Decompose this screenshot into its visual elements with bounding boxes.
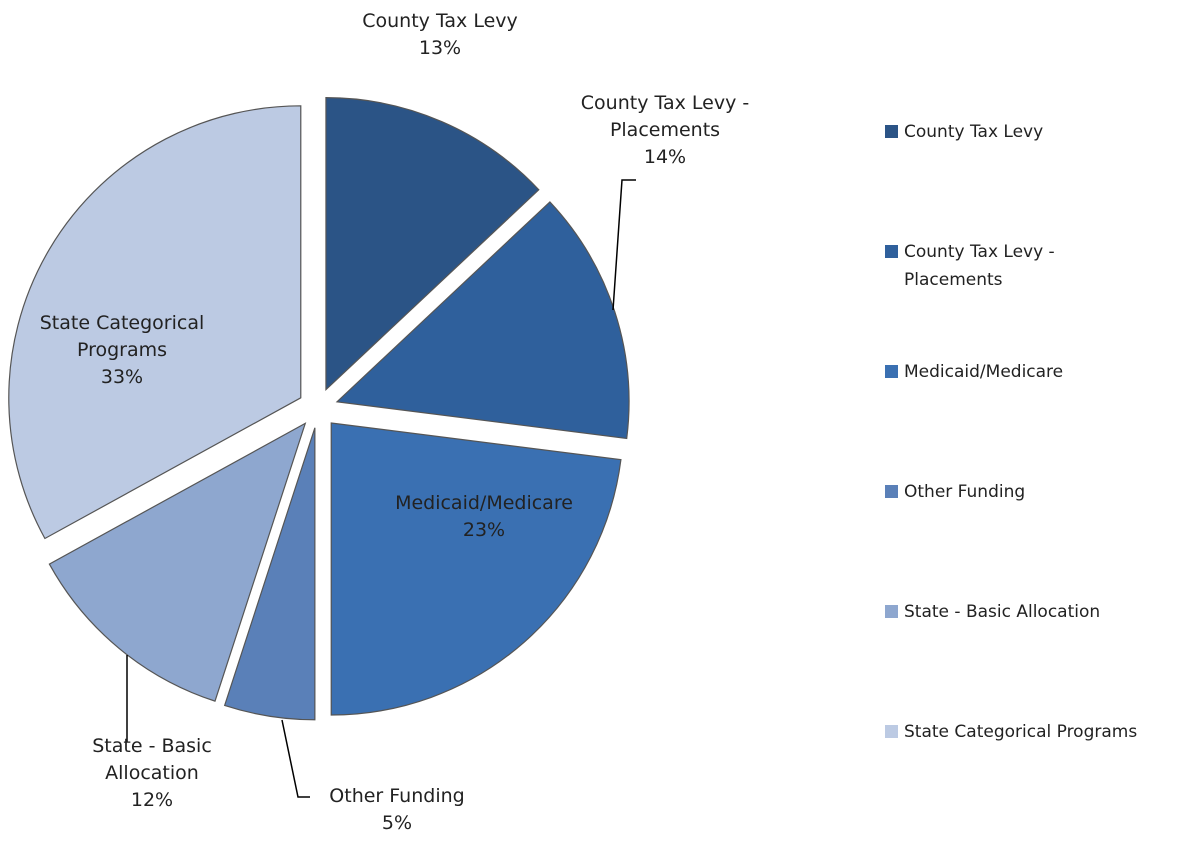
pie-slice	[330, 422, 622, 716]
label-category: State - Basic Allocation	[92, 735, 212, 784]
pie-slice	[48, 422, 307, 702]
legend-entry: Medicaid/Medicare	[885, 358, 1185, 386]
legend-swatch	[885, 365, 898, 378]
legend-label: State - Basic Allocation	[904, 602, 1101, 622]
legend-label: County Tax Levy	[904, 122, 1044, 142]
legend-entry: Other Funding	[885, 478, 1185, 506]
legend-entry: County Tax Levy - Placements	[885, 238, 1085, 294]
label-category: County Tax Levy - Placements	[580, 92, 750, 141]
label-category: County Tax Levy	[362, 10, 518, 32]
pie-slice	[335, 201, 630, 440]
pie-slice	[223, 427, 316, 721]
label-value: 14%	[643, 146, 687, 168]
data-label: County Tax Levy - Placements 14%	[555, 90, 775, 171]
label-value: 12%	[130, 789, 174, 811]
data-label: Other Funding 5%	[297, 783, 497, 837]
data-label: State Categorical Programs 33%	[12, 310, 232, 391]
label-value: 23%	[462, 519, 506, 541]
label-category: Other Funding	[329, 785, 465, 807]
legend-entry: State - Basic Allocation	[885, 598, 1185, 626]
data-label: State - Basic Allocation 12%	[67, 733, 237, 814]
legend-swatch	[885, 485, 898, 498]
data-label: County Tax Levy 13%	[330, 8, 550, 62]
legend-swatch	[885, 605, 898, 618]
leader-line	[281, 719, 310, 798]
label-category: Medicaid/Medicare	[395, 492, 573, 514]
pie-slice	[8, 105, 302, 540]
legend-label: County Tax Levy - Placements	[904, 242, 1055, 290]
pie-slice	[325, 97, 540, 392]
legend-swatch	[885, 725, 898, 738]
label-category: State Categorical Programs	[39, 312, 205, 361]
legend-entry: State Categorical Programs	[885, 718, 1185, 746]
legend-swatch	[885, 125, 898, 138]
legend-entry: County Tax Levy	[885, 118, 1185, 146]
label-value: 13%	[418, 37, 462, 59]
legend-swatch	[885, 245, 898, 258]
legend-label: Medicaid/Medicare	[904, 362, 1064, 382]
label-value: 33%	[100, 366, 144, 388]
data-label: Medicaid/Medicare 23%	[364, 490, 604, 544]
leader-line	[612, 179, 636, 311]
label-value: 5%	[381, 812, 413, 834]
legend-label: State Categorical Programs	[904, 722, 1138, 742]
legend-label: Other Funding	[904, 482, 1026, 502]
